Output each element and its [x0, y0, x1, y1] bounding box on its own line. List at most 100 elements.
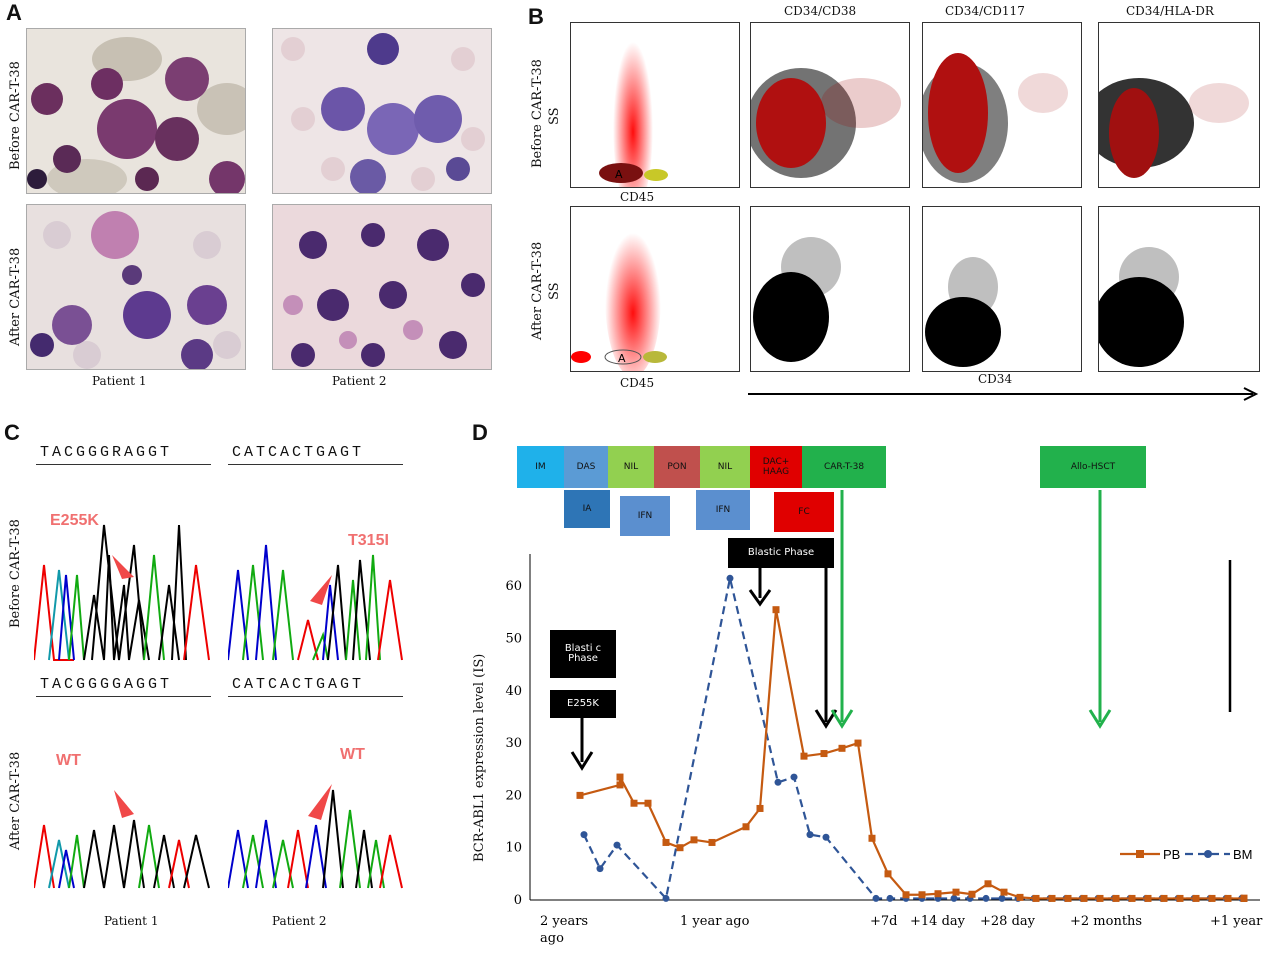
- y-tick-label: 40: [505, 684, 522, 699]
- panel-letter-c: C: [4, 420, 20, 445]
- pb-point: [1080, 894, 1088, 902]
- timeline-nil-2: NIL: [700, 446, 750, 488]
- pb-point: [820, 750, 828, 758]
- x-tick-label: +1 year: [1210, 914, 1263, 929]
- bm-point: [998, 894, 1006, 902]
- panel-letter-a: A: [6, 0, 22, 25]
- gate-label-before: A: [615, 168, 623, 181]
- pb-point: [756, 804, 764, 812]
- bm-point: [822, 833, 830, 841]
- pb-point: [708, 838, 716, 846]
- bm-point: [886, 894, 894, 902]
- bm-point: [580, 831, 588, 839]
- bm-point: [774, 778, 782, 786]
- bm-point: [596, 865, 604, 873]
- pb-point: [984, 880, 992, 888]
- flow-col-title-hla-dr: CD34/HLA-DR: [1126, 4, 1214, 18]
- y-tick-label: 30: [505, 736, 522, 751]
- pb-point: [662, 838, 670, 846]
- mutation-label-wt-patient-1: WT: [56, 752, 81, 769]
- gate-label-after: A: [618, 352, 626, 365]
- callout-blastic-phase-early: Blasti c Phase: [550, 630, 616, 678]
- pb-point: [576, 791, 584, 799]
- bm-point: [613, 841, 621, 849]
- callout-blastic-phase: Blastic Phase: [728, 538, 834, 568]
- flow-plot-cd34-cd38-after: [750, 206, 910, 372]
- micrograph-after-patient-2: [272, 204, 492, 370]
- chart-y-axis-label: BCR-ABL1 expression level (IS): [472, 653, 487, 862]
- timeline-nil-1: NIL: [608, 446, 654, 488]
- timeline-pon: PON: [654, 446, 700, 488]
- x-tick-label: +14 day: [910, 914, 966, 929]
- pb-point: [1016, 893, 1024, 901]
- timeline-das: DAS: [564, 446, 608, 488]
- pb-point: [918, 891, 926, 899]
- flow-plot-cd34-cd117-before: [922, 22, 1082, 188]
- legend-label-pb: PB: [1163, 847, 1180, 862]
- bm-point: [726, 574, 734, 582]
- pb-point: [854, 739, 862, 747]
- callout-e255k: E255K: [550, 690, 616, 718]
- cd34-axis-arrow: [748, 387, 1259, 401]
- chromatogram-after-patient-1: [34, 790, 210, 889]
- panel-b-ss-label-before: SS: [547, 107, 562, 125]
- pb-point: [1096, 894, 1104, 902]
- chromatogram-before-patient-2: [228, 544, 403, 661]
- pb-point: [1208, 894, 1216, 902]
- pb-point: [1240, 894, 1248, 902]
- panel-c-row-label-before: Before CAR-T-38: [8, 519, 23, 628]
- series-line-pb: [579, 609, 1244, 900]
- pb-point: [1144, 894, 1152, 902]
- panel-letter-d: D: [472, 420, 488, 445]
- pb-point: [616, 773, 624, 781]
- bm-point: [872, 894, 880, 902]
- panel-c-col-label-patient-2: Patient 2: [272, 914, 327, 928]
- flow-axis-cd34: CD34: [978, 372, 1013, 386]
- flow-plot-cd34-hla-dr-before: [1098, 22, 1260, 188]
- pb-point: [838, 744, 846, 752]
- flow-plot-ss-cd45-after: A: [570, 206, 740, 372]
- pb-point: [1192, 894, 1200, 902]
- pb-point: [1064, 894, 1072, 902]
- x-tick-label: ago: [540, 931, 564, 946]
- legend-marker-bm: [1204, 850, 1212, 858]
- pb-point: [1160, 894, 1168, 902]
- panel-c-row-label-after: After CAR-T-38: [8, 751, 23, 850]
- pb-point: [1224, 894, 1232, 902]
- x-tick-label: +7d: [870, 914, 898, 929]
- bm-point: [790, 773, 798, 781]
- panel-b-row-label-after: After CAR-T-38: [530, 241, 545, 340]
- flow-col-title-cd38: CD34/CD38: [784, 4, 857, 18]
- timeline-ifn-1: IFN: [620, 496, 670, 536]
- y-tick-label: 20: [505, 788, 522, 803]
- flow-axis-cd45-after: CD45: [620, 376, 655, 390]
- y-tick-label: 0: [514, 893, 522, 908]
- chromatogram-after-patient-2: [228, 784, 403, 889]
- pb-point: [1032, 894, 1040, 902]
- flow-plot-ss-cd45-before: A: [570, 22, 740, 188]
- flow-plot-cd34-hla-dr-after: [1098, 206, 1260, 372]
- timeline-ia: IA: [564, 490, 610, 528]
- bm-point: [950, 894, 958, 902]
- pb-point: [800, 752, 808, 760]
- pb-point: [968, 890, 976, 898]
- timeline-fc: FC: [774, 492, 834, 532]
- flow-plot-cd34-cd117-after: [922, 206, 1082, 372]
- bcr-abl1-line-chart: 0 10 20 30 40 50 60 2 years ago 1 year ago +7d +14 …: [505, 490, 1263, 946]
- pb-point: [1112, 894, 1120, 902]
- pb-point: [676, 844, 684, 852]
- sequence-after-patient-1: TACGGGGAGGT: [40, 676, 173, 693]
- micrograph-after-patient-1: [26, 204, 246, 370]
- panel-a-col-label-patient-1: Patient 1: [92, 374, 147, 388]
- mutation-label-e255k: E255K: [50, 512, 99, 529]
- x-tick-label: 1 year ago: [680, 914, 750, 929]
- timeline-allo-hsct: Allo-HSCT: [1040, 446, 1146, 488]
- panel-a-row-label-before: Before CAR-T-38: [8, 61, 23, 170]
- legend-marker-pb: [1136, 850, 1144, 858]
- timeline-car-t-38: CAR-T-38: [802, 446, 886, 488]
- panel-c-col-label-patient-1: Patient 1: [104, 914, 159, 928]
- pb-point: [868, 834, 876, 842]
- chromatogram-before-patient-1: [34, 524, 210, 661]
- y-tick-label: 50: [505, 631, 522, 646]
- x-tick-label: 2 years: [540, 914, 588, 929]
